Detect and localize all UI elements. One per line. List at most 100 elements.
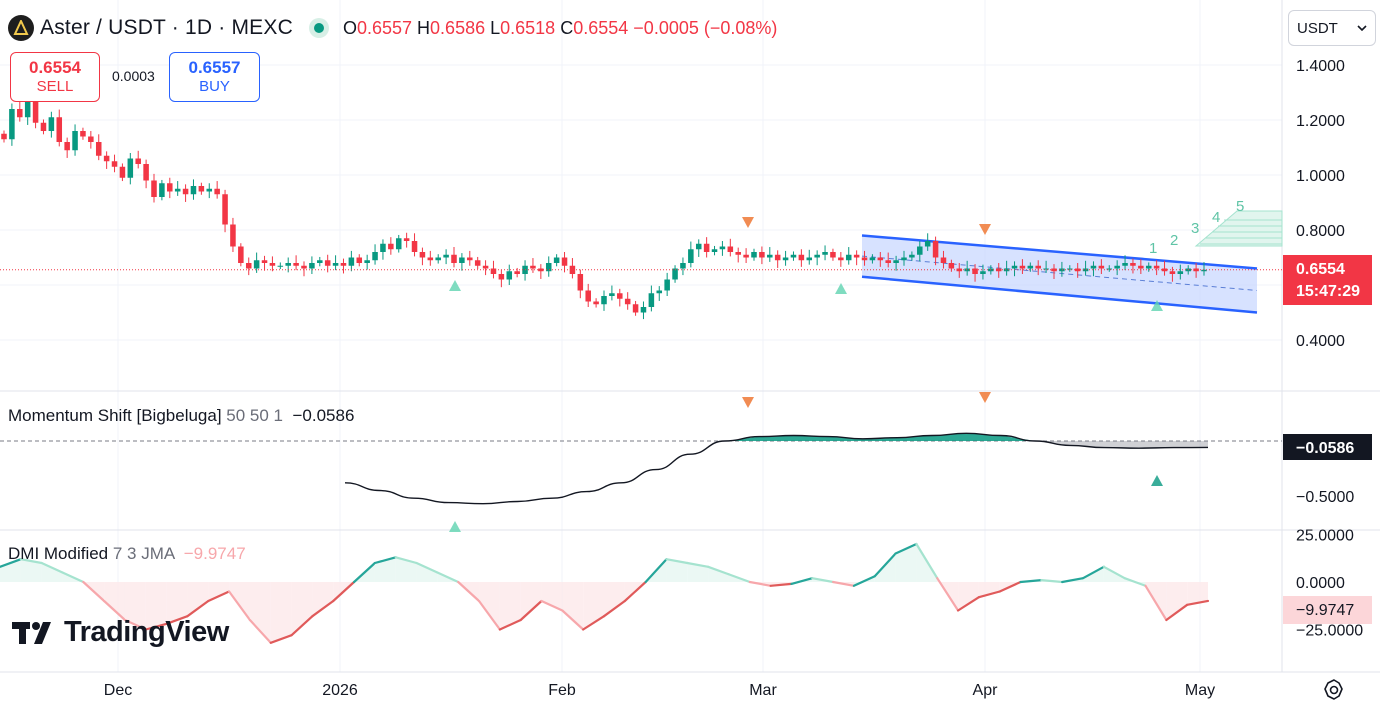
candle-body [1,133,7,140]
dmi-fill [229,582,250,620]
candle-body [688,249,694,263]
dmi-segment [748,580,772,587]
candle-body [845,254,852,261]
candle-body [443,254,449,258]
candle-body [680,263,686,269]
candle-body [1122,263,1128,266]
candle-body [632,304,639,313]
dmi-segment [1102,565,1126,580]
signal-markers [449,217,1163,532]
candle-body [838,257,844,261]
wave-projection-area [1194,210,1283,247]
candle-body [206,188,213,192]
candle-body [972,268,978,274]
tradingview-logo[interactable]: TradingView [12,616,229,649]
dmi-segment [82,580,106,603]
market-status-icon[interactable] [308,18,329,38]
dmi-segment [998,580,1022,593]
dmi-segment [811,577,835,584]
last-price-tag: 15:47:29 [1296,283,1360,300]
sell-signal-marker [979,392,991,403]
dmi-fill [187,582,209,617]
currency-select[interactable]: USDT [1288,10,1376,46]
dmi-segment [1186,599,1210,606]
candle-body [80,131,86,137]
dmi-segment [832,580,856,587]
dmi-segment [0,558,22,568]
dmi-segment [1123,577,1147,587]
dmi-fill [208,582,230,601]
candle-body [1098,265,1105,269]
momentum-legend[interactable]: Momentum Shift [Bigbeluga] 50 50 1 −0.05… [8,406,354,426]
dmi-fill [312,582,334,617]
candle-body [411,241,418,252]
symbol-title[interactable]: Aster / USDT · 1D · MEXC [40,16,293,39]
candle-body [719,246,726,250]
aster-logo-icon [8,15,34,41]
dmi-segment [540,599,564,612]
candle-body [332,263,339,266]
dmi-segment [269,634,293,644]
dmi-segment [727,573,751,584]
dmi-segment [394,556,418,565]
ohlc-open: 0.6557 [356,17,413,38]
price-axis-label: 1.0000 [1296,168,1345,185]
dmi-segment [436,571,460,584]
buy-signal-marker [449,280,461,291]
candle-body [419,252,426,258]
buy-signal-marker [449,521,461,532]
dmi-fill [20,559,42,582]
candle-body [135,158,141,164]
price-axis: 1.4000 1.2000 1.0000 0.8000 0.4000 −0.5000 25.… [1296,58,1363,640]
candle-body [159,183,165,197]
dmi-segment [373,556,397,565]
last-price-tag-bg [1283,255,1372,305]
dmi-fill [958,582,979,611]
candle-body [474,260,481,266]
dmi-fill [416,563,438,582]
pane-separators [0,0,1380,673]
dmi-legend[interactable]: DMI Modified 7 3 JMA −9.9747 [8,544,246,564]
candle-body [1138,265,1144,269]
spread-value: 0.0003 [112,68,155,84]
candle-body [459,257,465,263]
candle-body [964,268,970,272]
candle-body [593,301,599,305]
candle-body [514,271,520,274]
candle-body [340,263,347,266]
dmi-fill [270,582,292,643]
buy-button[interactable]: 0.6557 BUY [169,52,260,102]
candle-body [269,263,276,266]
candle-body [1145,265,1152,269]
ohlc-close: 0.6554 [573,17,629,38]
candle-body [624,298,631,305]
candle-body [656,290,663,294]
candle-body [490,268,497,274]
candle-body [435,257,441,261]
candle-body [995,268,1002,272]
settings-gear-icon[interactable] [1320,676,1348,704]
candle-body [980,271,986,274]
time-axis-label: May [1185,682,1215,699]
dmi-axis-label: −25.0000 [1296,623,1363,640]
dmi-segment [123,618,147,631]
dmi-segment [332,580,356,603]
candle-body [214,188,220,195]
dmi-segment [977,590,1001,599]
candle-body [56,117,63,142]
ohlc-change: −0.0005 (−0.08%) [633,17,778,38]
dmi-params: 7 3 JMA [112,544,175,563]
dmi-segment [1040,578,1064,584]
dmi-fill [104,582,125,620]
sell-button[interactable]: 0.6554 SELL [10,52,100,102]
dmi-segment [1061,577,1085,584]
candle-body [293,263,299,266]
dmi-fill [291,582,313,636]
dmi-fill [374,557,396,582]
dmi-axis-label: 25.0000 [1296,528,1354,545]
candle-body [861,257,868,261]
dmi-segment [561,609,585,631]
candle-body [1090,265,1097,269]
candle-body [735,252,741,255]
